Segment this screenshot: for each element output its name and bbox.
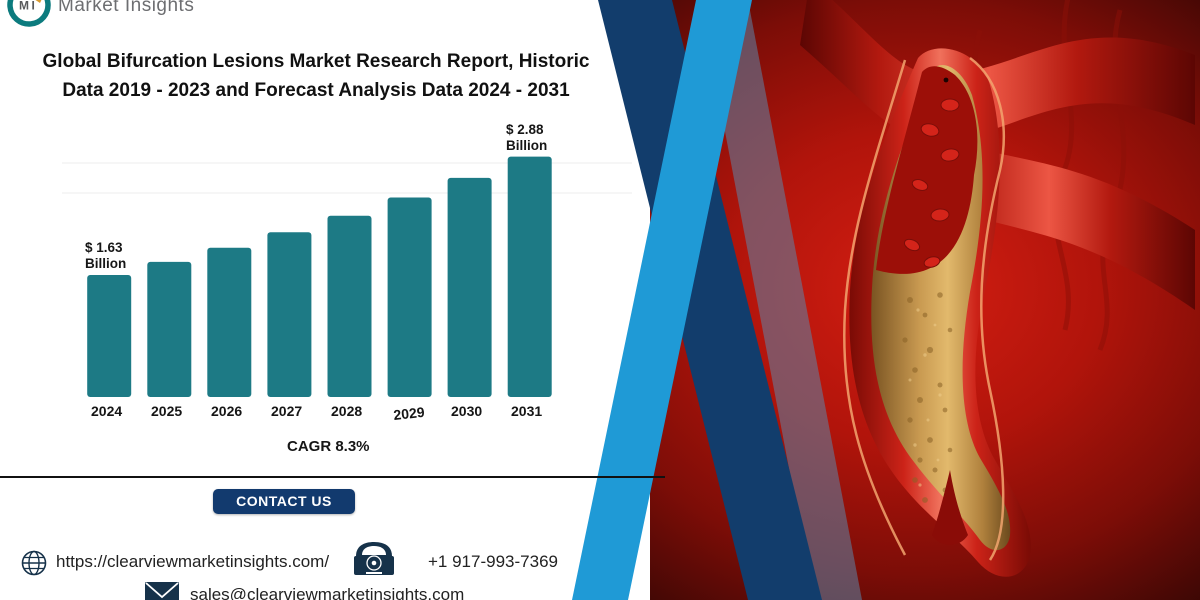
svg-text:+1 917-993-7369: +1 917-993-7369	[428, 552, 558, 571]
svg-text:2025: 2025	[151, 403, 182, 419]
svg-text:2026: 2026	[211, 403, 242, 419]
svg-text:2024: 2024	[91, 403, 122, 419]
svg-text:sales@clearviewmarketinsights.: sales@clearviewmarketinsights.com	[190, 585, 464, 600]
svg-text:CAGR 8.3%: CAGR 8.3%	[287, 438, 370, 455]
svg-text:Billion: Billion	[85, 256, 126, 271]
svg-text:Market Insights: Market Insights	[58, 0, 194, 16]
svg-text:I: I	[32, 0, 35, 13]
svg-text:M: M	[19, 0, 29, 13]
svg-text:$ 2.88: $ 2.88	[506, 122, 544, 137]
svg-text:2028: 2028	[331, 403, 362, 419]
svg-text:2029: 2029	[393, 404, 426, 423]
svg-text:2027: 2027	[271, 403, 302, 419]
svg-text:$ 1.63: $ 1.63	[85, 240, 123, 255]
svg-text:https://clearviewmarketinsight: https://clearviewmarketinsights.com/	[56, 552, 329, 571]
svg-text:Billion: Billion	[506, 138, 547, 153]
svg-text:2030: 2030	[451, 403, 482, 419]
svg-text:2031: 2031	[511, 403, 542, 419]
